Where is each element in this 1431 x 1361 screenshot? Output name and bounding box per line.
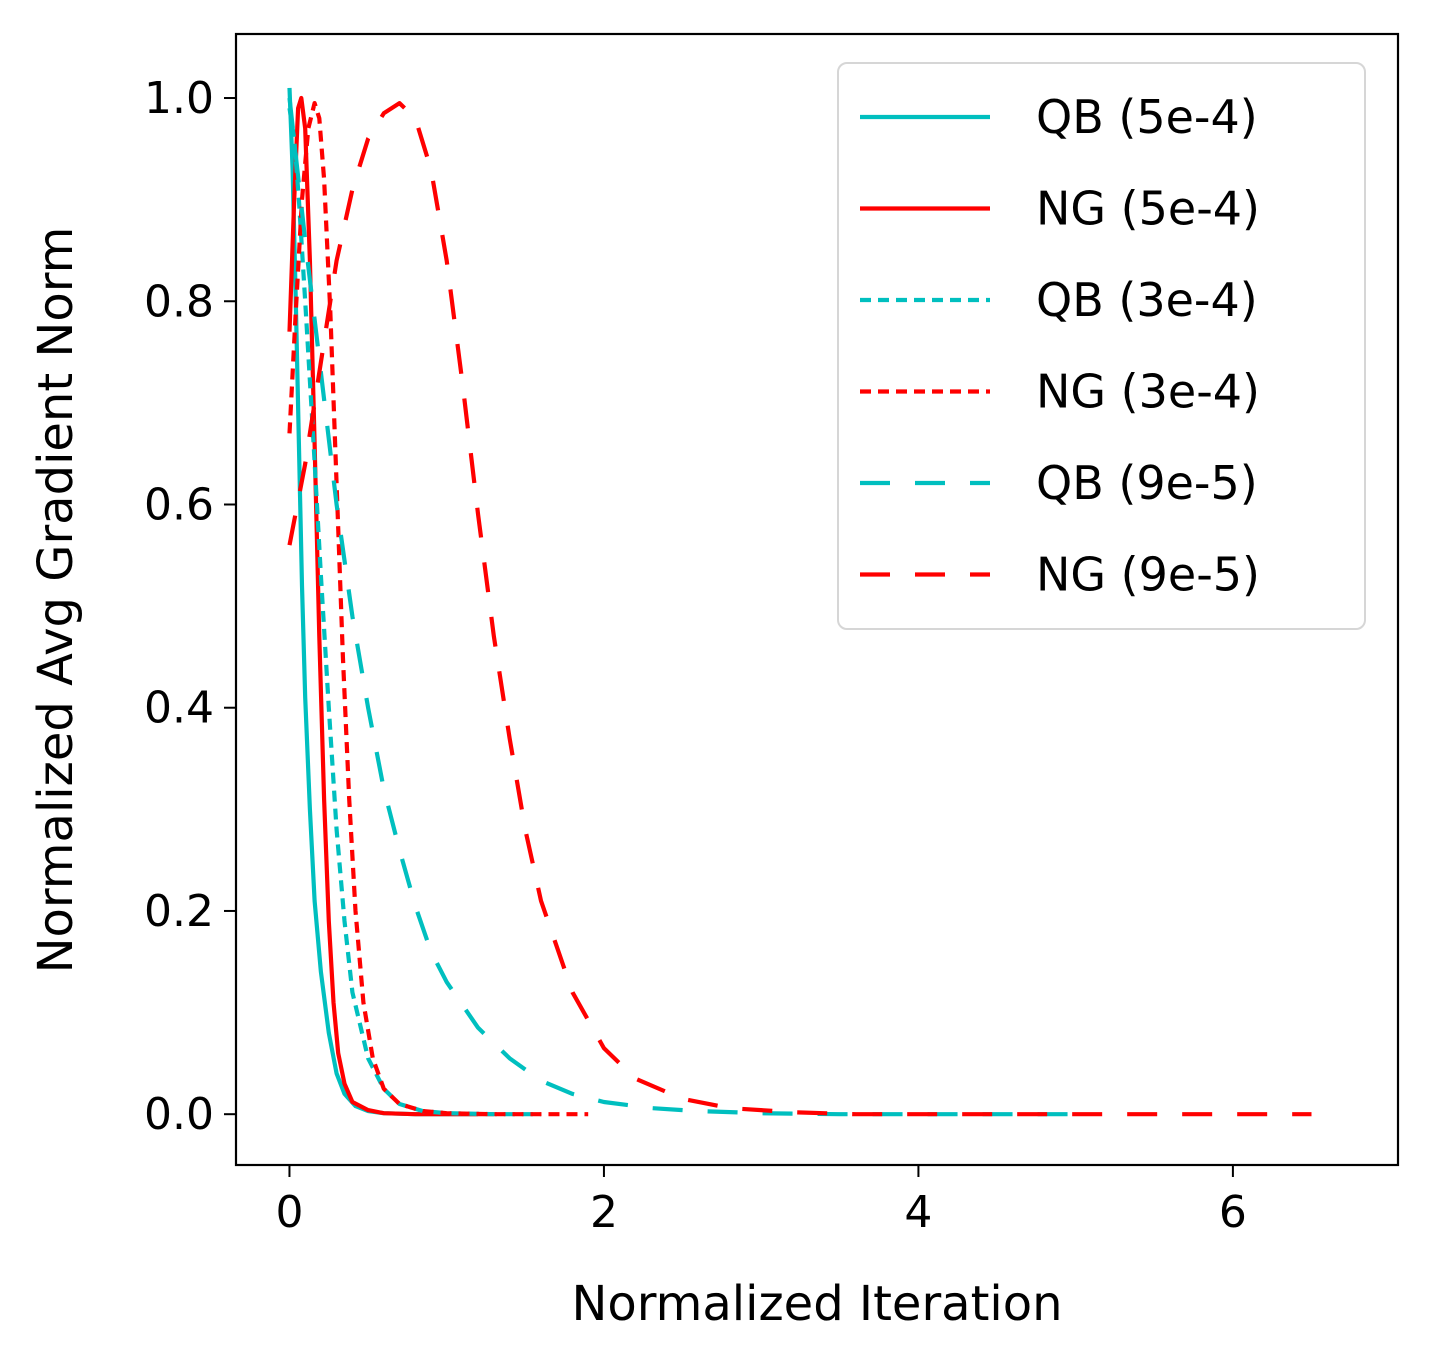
y-tick-label: 0.0 <box>144 1089 214 1140</box>
series-line-1 <box>287 95 494 1117</box>
y-axis-label: Normalized Avg Gradient Norm <box>28 227 84 974</box>
x-axis-label: Normalized Iteration <box>571 1276 1062 1332</box>
y-axis: 0.0 0.2 0.4 0.6 0.8 1.0 <box>144 73 236 1140</box>
y-tick-label: 0.6 <box>144 479 214 530</box>
series-line-2 <box>287 107 541 1117</box>
y-tick-label: 0.2 <box>144 886 214 937</box>
x-axis: 0 2 4 6 <box>275 1165 1247 1238</box>
plot-lines <box>287 87 1312 1117</box>
legend-label: NG (5e-4) <box>1036 182 1260 236</box>
x-tick-label: 0 <box>275 1187 303 1238</box>
legend-label: NG (9e-5) <box>1036 548 1260 602</box>
legend-label: NG (3e-4) <box>1036 365 1260 419</box>
legend-label: QB (9e-5) <box>1036 456 1258 510</box>
series-line-5 <box>287 101 1312 1117</box>
y-tick-label: 1.0 <box>144 73 214 124</box>
legend: QB (5e-4) NG (5e-4) QB (3e-4) NG (3e-4) QB (… <box>837 62 1366 630</box>
series-line-4 <box>287 97 1076 1117</box>
legend-box <box>837 62 1366 630</box>
y-tick-label: 0.4 <box>144 683 214 734</box>
y-tick-label: 0.8 <box>144 276 214 327</box>
legend-label: QB (3e-4) <box>1036 273 1258 327</box>
plot-frame <box>234 32 1400 1167</box>
x-tick-label: 2 <box>590 1187 618 1238</box>
series-line-3 <box>287 101 589 1117</box>
x-tick-label: 4 <box>904 1187 932 1238</box>
legend-label: QB (5e-4) <box>1036 90 1258 144</box>
x-tick-label: 6 <box>1219 1187 1247 1238</box>
